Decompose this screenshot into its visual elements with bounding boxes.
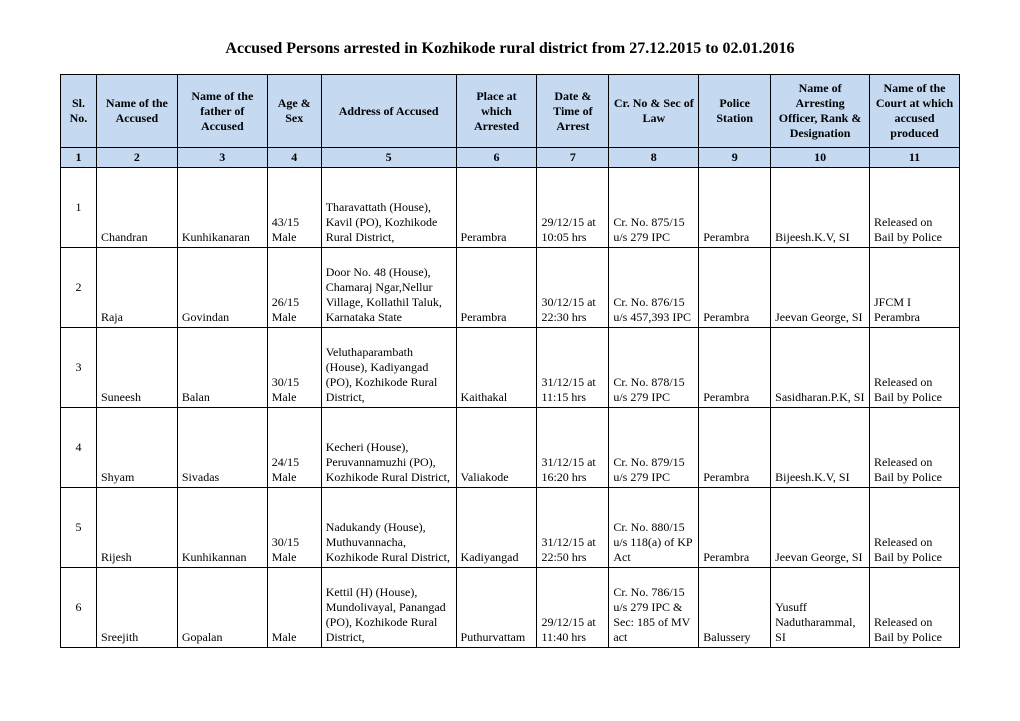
cell-age_sex: 24/15 Male [267,408,321,488]
table-row: 5RijeshKunhikannan30/15 MaleNadukandy (H… [61,488,960,568]
cell-datetime: 30/12/15 at 22:30 hrs [537,248,609,328]
column-header: Address of Accused [321,75,456,148]
cell-age_sex: 30/15 Male [267,328,321,408]
cell-datetime: 29/12/15 at 10:05 hrs [537,168,609,248]
cell-address: Tharavattath (House), Kavil (PO), Kozhik… [321,168,456,248]
cell-officer: Bijeesh.K.V, SI [771,168,870,248]
cell-officer: Jeevan George, SI [771,488,870,568]
cell-address: Nadukandy (House), Muthuvannacha, Kozhik… [321,488,456,568]
cell-place: Kadiyangad [456,488,537,568]
cell-no: 5 [61,488,97,568]
cell-place: Puthurvattam [456,568,537,648]
cell-father: Sivadas [177,408,267,488]
cell-accused: Raja [96,248,177,328]
cell-datetime: 31/12/15 at 22:50 hrs [537,488,609,568]
column-number: 3 [177,148,267,168]
cell-father: Gopalan [177,568,267,648]
cell-age_sex: 30/15 Male [267,488,321,568]
cell-station: Perambra [699,488,771,568]
cell-age_sex: Male [267,568,321,648]
table-row: 2RajaGovindan26/15 MaleDoor No. 48 (Hous… [61,248,960,328]
column-header: Place at which Arrested [456,75,537,148]
cell-court: Released on Bail by Police [870,488,960,568]
cell-no: 2 [61,248,97,328]
column-number: 8 [609,148,699,168]
cell-station: Perambra [699,168,771,248]
cell-officer: Yusuff Nadutharammal, SI [771,568,870,648]
cell-crno: Cr. No. 876/15 u/s 457,393 IPC [609,248,699,328]
column-number: 10 [771,148,870,168]
cell-place: Kaithakal [456,328,537,408]
cell-crno: Cr. No. 875/15 u/s 279 IPC [609,168,699,248]
column-number: 4 [267,148,321,168]
cell-court: JFCM I Perambra [870,248,960,328]
cell-no: 3 [61,328,97,408]
column-number: 5 [321,148,456,168]
cell-no: 6 [61,568,97,648]
cell-datetime: 29/12/15 at 11:40 hrs [537,568,609,648]
table-row: 1ChandranKunhikanaran43/15 MaleTharavatt… [61,168,960,248]
column-header: Police Station [699,75,771,148]
cell-father: Kunhikanaran [177,168,267,248]
cell-station: Balussery [699,568,771,648]
cell-no: 1 [61,168,97,248]
column-number: 9 [699,148,771,168]
cell-court: Released on Bail by Police [870,168,960,248]
column-header: Sl. No. [61,75,97,148]
column-number: 6 [456,148,537,168]
cell-datetime: 31/12/15 at 11:15 hrs [537,328,609,408]
column-number-row: 1234567891011 [61,148,960,168]
cell-accused: Rijesh [96,488,177,568]
cell-address: Veluthaparambath (House), Kadiyangad (PO… [321,328,456,408]
cell-place: Perambra [456,248,537,328]
cell-age_sex: 43/15 Male [267,168,321,248]
table-row: 4ShyamSivadas24/15 MaleKecheri (House), … [61,408,960,488]
cell-father: Balan [177,328,267,408]
cell-court: Released on Bail by Police [870,568,960,648]
cell-court: Released on Bail by Police [870,408,960,488]
cell-address: Door No. 48 (House), Chamaraj Ngar,Nellu… [321,248,456,328]
arrest-table: Sl. No.Name of the AccusedName of the fa… [60,74,960,648]
cell-father: Kunhikannan [177,488,267,568]
cell-age_sex: 26/15 Male [267,248,321,328]
column-number: 2 [96,148,177,168]
column-header: Cr. No & Sec of Law [609,75,699,148]
column-header: Name of the Accused [96,75,177,148]
column-header: Name of the father of Accused [177,75,267,148]
header-row: Sl. No.Name of the AccusedName of the fa… [61,75,960,148]
column-header: Name of Arresting Officer, Rank & Design… [771,75,870,148]
cell-datetime: 31/12/15 at 16:20 hrs [537,408,609,488]
table-row: 3SuneeshBalan30/15 MaleVeluthaparambath … [61,328,960,408]
cell-station: Perambra [699,248,771,328]
column-number: 11 [870,148,960,168]
column-number: 7 [537,148,609,168]
column-header: Date & Time of Arrest [537,75,609,148]
cell-place: Perambra [456,168,537,248]
cell-father: Govindan [177,248,267,328]
cell-accused: Shyam [96,408,177,488]
cell-accused: Chandran [96,168,177,248]
column-header: Name of the Court at which accused produ… [870,75,960,148]
cell-officer: Sasidharan.P.K, SI [771,328,870,408]
cell-crno: Cr. No. 880/15 u/s 118(a) of KP Act [609,488,699,568]
cell-court: Released on Bail by Police [870,328,960,408]
column-header: Age & Sex [267,75,321,148]
column-number: 1 [61,148,97,168]
cell-no: 4 [61,408,97,488]
cell-station: Perambra [699,408,771,488]
cell-crno: Cr. No. 879/15 u/s 279 IPC [609,408,699,488]
cell-officer: Jeevan George, SI [771,248,870,328]
cell-accused: Suneesh [96,328,177,408]
cell-crno: Cr. No. 786/15 u/s 279 IPC & Sec: 185 of… [609,568,699,648]
cell-place: Valiakode [456,408,537,488]
cell-address: Kecheri (House), Peruvannamuzhi (PO), Ko… [321,408,456,488]
cell-station: Perambra [699,328,771,408]
table-row: 6SreejithGopalanMaleKettil (H) (House), … [61,568,960,648]
cell-officer: Bijeesh.K.V, SI [771,408,870,488]
page-title: Accused Persons arrested in Kozhikode ru… [60,40,960,58]
cell-accused: Sreejith [96,568,177,648]
cell-crno: Cr. No. 878/15 u/s 279 IPC [609,328,699,408]
cell-address: Kettil (H) (House), Mundolivayal, Panang… [321,568,456,648]
